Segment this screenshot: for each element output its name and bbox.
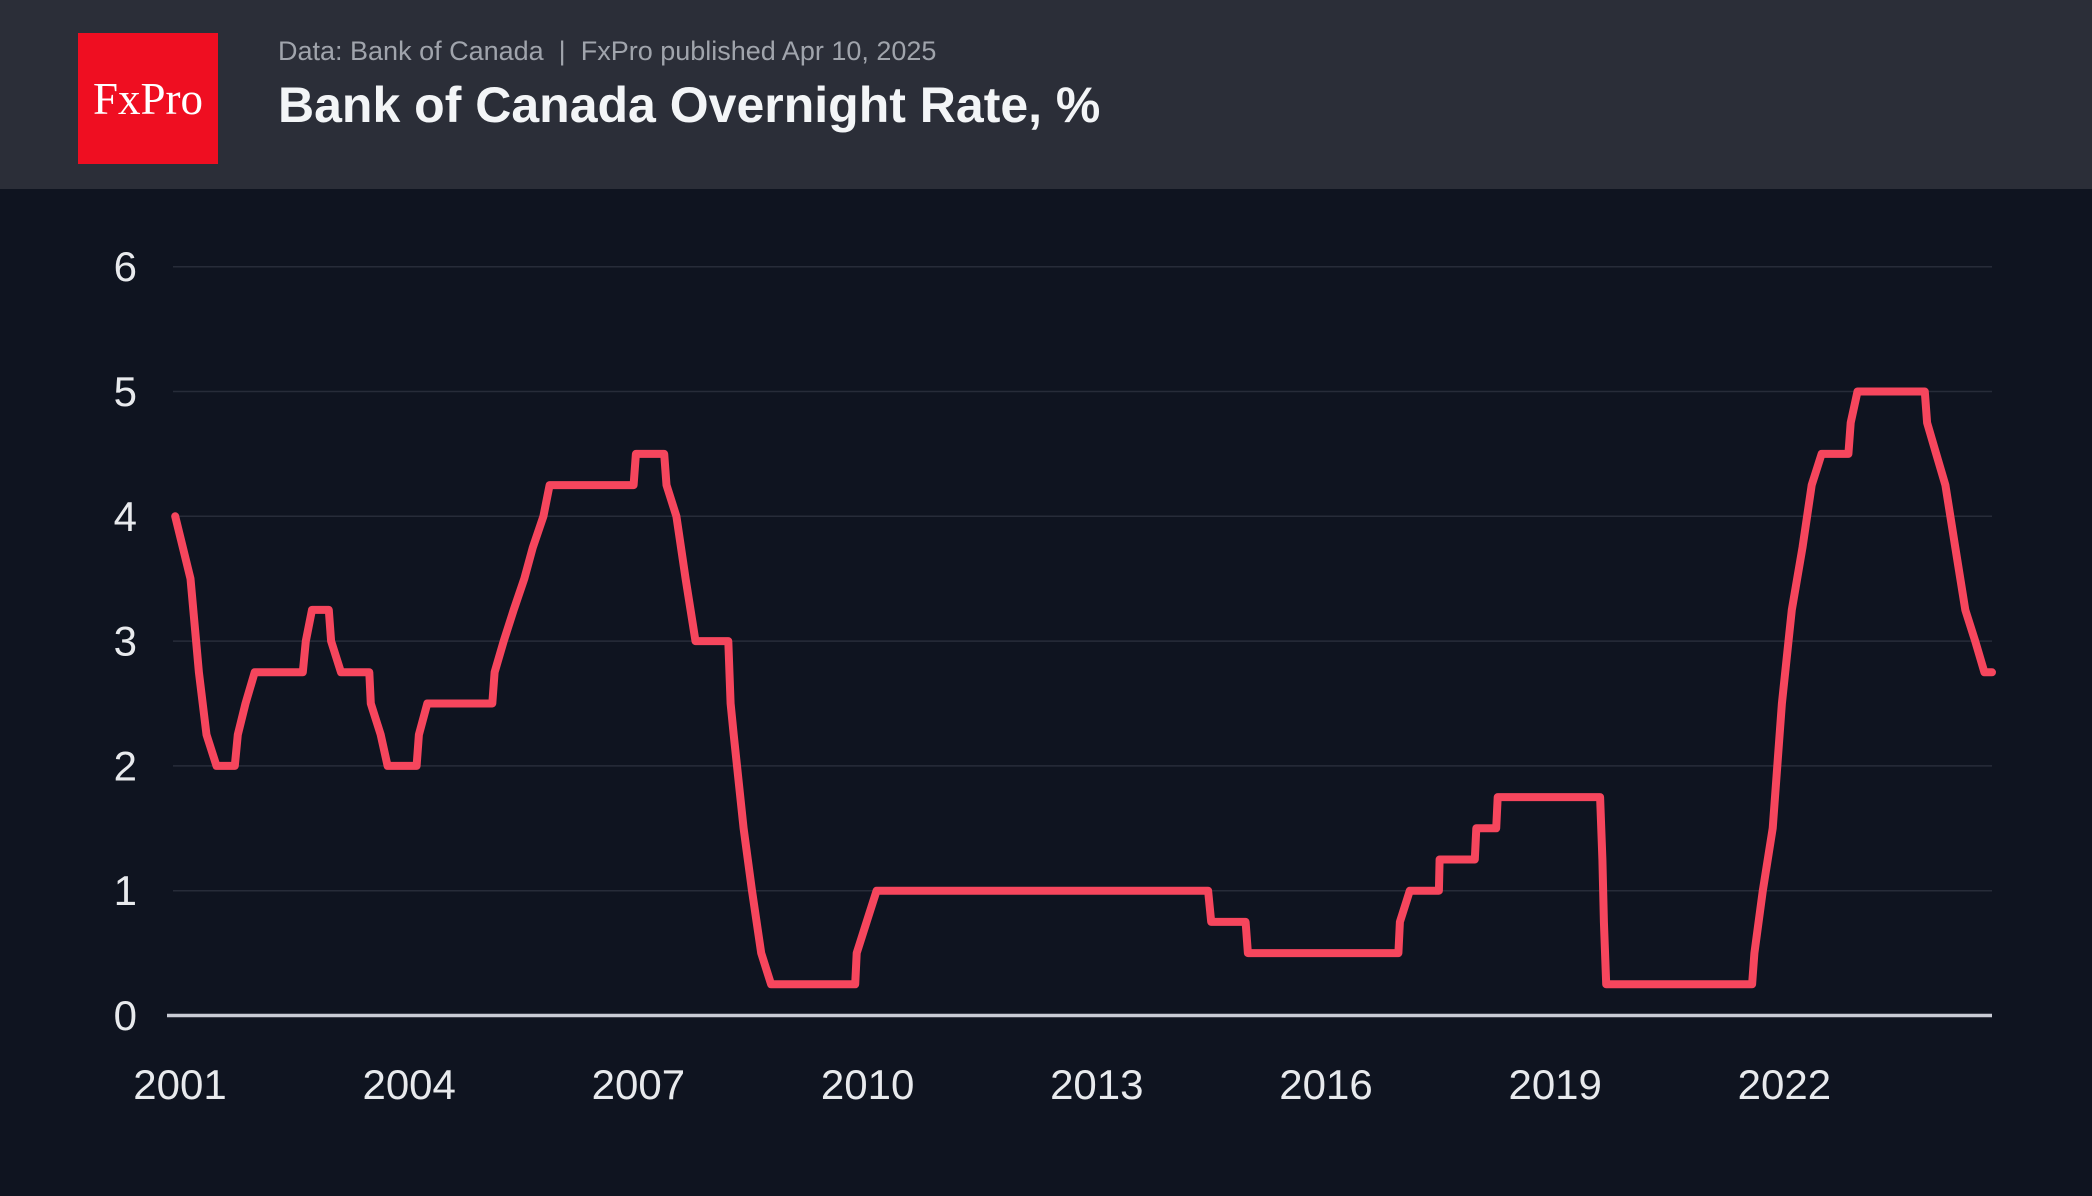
x-axis-label-2004: 2004 xyxy=(362,1061,455,1108)
y-axis-label-5: 5 xyxy=(114,368,137,415)
y-axis-label-2: 2 xyxy=(114,742,137,789)
y-axis-label-0: 0 xyxy=(114,992,137,1039)
fxpro-logo: FxPro xyxy=(78,33,218,164)
x-axis-label-2016: 2016 xyxy=(1279,1061,1372,1108)
y-axis-label-1: 1 xyxy=(114,867,137,914)
x-axis-label-2001: 2001 xyxy=(133,1061,226,1108)
x-axis-label-2022: 2022 xyxy=(1738,1061,1831,1108)
rate-line-series xyxy=(171,387,1996,989)
chart-source-subtitle: Data: Bank of Canada | FxPro published A… xyxy=(278,36,937,66)
fxpro-logo-text: FxPro xyxy=(92,73,204,124)
chart-title: Bank of Canada Overnight Rate, % xyxy=(278,77,1101,133)
y-axis-label-3: 3 xyxy=(114,618,137,665)
x-axis-label-2010: 2010 xyxy=(821,1061,914,1108)
x-axis-label-2013: 2013 xyxy=(1050,1061,1143,1108)
header-bar: FxPro Data: Bank of Canada | FxPro publi… xyxy=(0,0,2092,189)
y-axis-label-6: 6 xyxy=(114,243,137,290)
y-axis-label-4: 4 xyxy=(114,493,137,540)
x-axis-label-2019: 2019 xyxy=(1508,1061,1601,1108)
x-axis-label-2007: 2007 xyxy=(592,1061,685,1108)
header-text-block: Data: Bank of Canada | FxPro published A… xyxy=(278,34,1100,136)
